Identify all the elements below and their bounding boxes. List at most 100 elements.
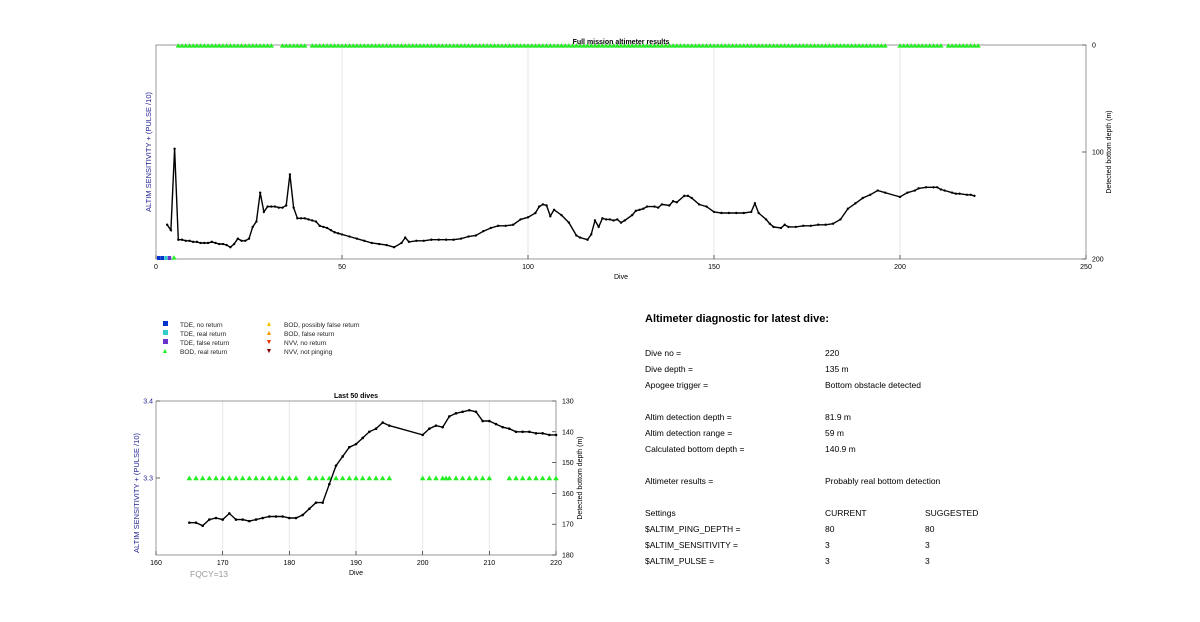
legend-triangle-up-icon: ▲ [265,330,273,337]
full-bottom-depth-point [604,218,608,221]
full-bod-marker [715,43,721,48]
last50-bod-marker [479,475,486,481]
diag-label-bottom-depth: Calculated bottom depth = [645,444,745,454]
full-bod-marker [283,43,289,48]
full-bottom-depth-point [750,210,753,214]
full-bottom-depth-point [616,218,619,221]
full-bottom-depth-point [839,218,842,221]
full-bottom-depth-point [459,237,463,240]
last50-bottom-depth-point [194,521,198,524]
legend: TDE, no return TDE, real return TDE, false… [160,321,460,361]
diag-value-detection-range: 59 m [825,428,844,438]
full-bod-marker [875,43,881,48]
last50-left-axis-label: ALTIM SENSITIVITY + (PULSE /10) [132,433,141,553]
last50-bod-marker [506,475,513,481]
full-bottom-depth-point [913,189,917,192]
full-bottom-depth-point [415,239,418,243]
full-bod-marker [581,43,587,48]
last50-right-tick-label: 160 [562,491,574,498]
full-bottom-depth-point [169,228,173,232]
full-bottom-depth-point [244,239,247,243]
full-bod-marker [439,43,446,48]
full-bottom-depth-point [660,203,664,206]
legend-label: BOD, false return [284,330,335,338]
full-bottom-depth-point [285,204,288,207]
last50-left-tick-label: 3.3 [143,476,153,483]
full-bod-marker [916,43,922,48]
last50-bottom-depth-point [474,410,478,414]
last50-bod-marker [219,475,226,481]
full-bottom-depth-point [247,237,251,240]
full-bod-marker [596,43,602,48]
full-bod-marker [945,43,951,48]
full-x-tick-label: 0 [154,264,158,271]
setting-suggested-sensitivity: 3 [925,540,930,550]
last50-bod-marker [379,475,386,481]
full-bod-marker [659,43,665,48]
last50-x-tick-label: 220 [550,560,562,567]
last50-x-tick-label: 180 [283,560,295,567]
last50-bod-marker [306,475,313,481]
full-bod-marker [384,43,390,48]
full-bod-marker [402,43,408,48]
full-x-tick-label: 150 [708,264,720,271]
last50-bottom-depth-point [481,419,484,423]
full-bottom-depth-point [552,208,556,211]
full-bod-marker [287,43,293,48]
full-bod-marker [250,43,256,48]
full-bod-marker [190,43,196,48]
full-bod-marker [436,43,442,48]
full-bottom-depth-point [255,220,258,223]
diag-value-dive-depth: 135 m [825,364,849,374]
full-bod-marker [238,43,245,48]
last50-bod-marker [533,475,539,481]
diagnostic-title: Altimeter diagnostic for latest dive: [645,313,829,325]
full-bod-marker [313,43,319,48]
last50-bod-marker [486,475,493,481]
full-bod-marker [421,43,427,48]
full-bottom-depth-point [325,226,329,230]
full-bod-marker [387,43,393,48]
full-bottom-depth-point [720,211,723,215]
last50-x-tick-label: 160 [150,560,162,567]
full-bottom-depth-point [768,222,771,225]
last50-bottom-depth-point [214,516,218,520]
full-bod-marker [376,43,382,48]
full-bod-marker [294,43,300,48]
last50-bottom-depth-point [334,464,338,467]
full-bottom-depth-point [705,205,708,208]
full-bod-marker [811,43,818,48]
full-bod-marker [398,43,405,48]
full-bottom-depth-point [214,241,217,245]
full-bod-marker [224,43,230,48]
full-bottom-depth-point [634,209,638,213]
full-bottom-depth-point [932,186,935,189]
full-bod-marker [469,43,475,48]
full-bottom-depth-point [407,240,411,244]
full-bottom-depth-point [906,191,909,194]
full-bod-marker [692,43,698,48]
full-bod-marker [618,43,624,48]
full-bod-marker [644,43,650,48]
last50-bod-marker [546,475,553,481]
full-bod-marker [391,43,397,48]
last50-bottom-depth-point [428,427,431,431]
diag-value-apogee-trigger: Bottom obstacle detected [825,380,921,390]
full-bod-marker [796,43,803,48]
full-bottom-depth-point [560,213,563,217]
legend-item: TDE, no return [160,321,223,329]
full-bod-marker [242,43,248,48]
full-x-tick-label: 250 [1080,264,1092,271]
full-bottom-depth-point [802,224,805,228]
full-bottom-depth-point [824,223,827,226]
full-bod-marker [953,43,959,48]
full-bod-marker [730,43,736,48]
full-bod-marker [789,43,795,48]
full-y-tick-label: 0 [1092,43,1096,50]
full-bottom-depth-point [180,238,184,241]
full-bod-marker [975,43,981,48]
full-bottom-depth-point [311,219,314,222]
full-bottom-depth-point [177,238,180,241]
last50-x-tick-label: 210 [483,560,495,567]
full-bod-marker [588,43,594,48]
